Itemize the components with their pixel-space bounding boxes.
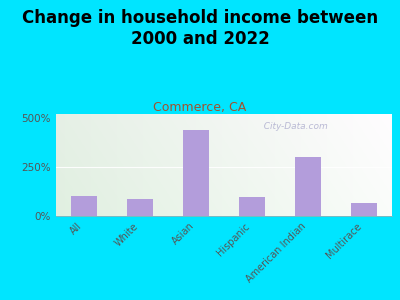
Bar xyxy=(295,157,320,216)
Bar xyxy=(352,203,377,216)
Bar xyxy=(183,130,209,216)
Text: Change in household income between
2000 and 2022: Change in household income between 2000 … xyxy=(22,9,378,48)
Text: Commerce, CA: Commerce, CA xyxy=(153,100,247,113)
Bar xyxy=(127,199,153,216)
Bar xyxy=(239,197,265,216)
Text: City-Data.com: City-Data.com xyxy=(258,122,327,131)
Bar xyxy=(72,196,97,216)
